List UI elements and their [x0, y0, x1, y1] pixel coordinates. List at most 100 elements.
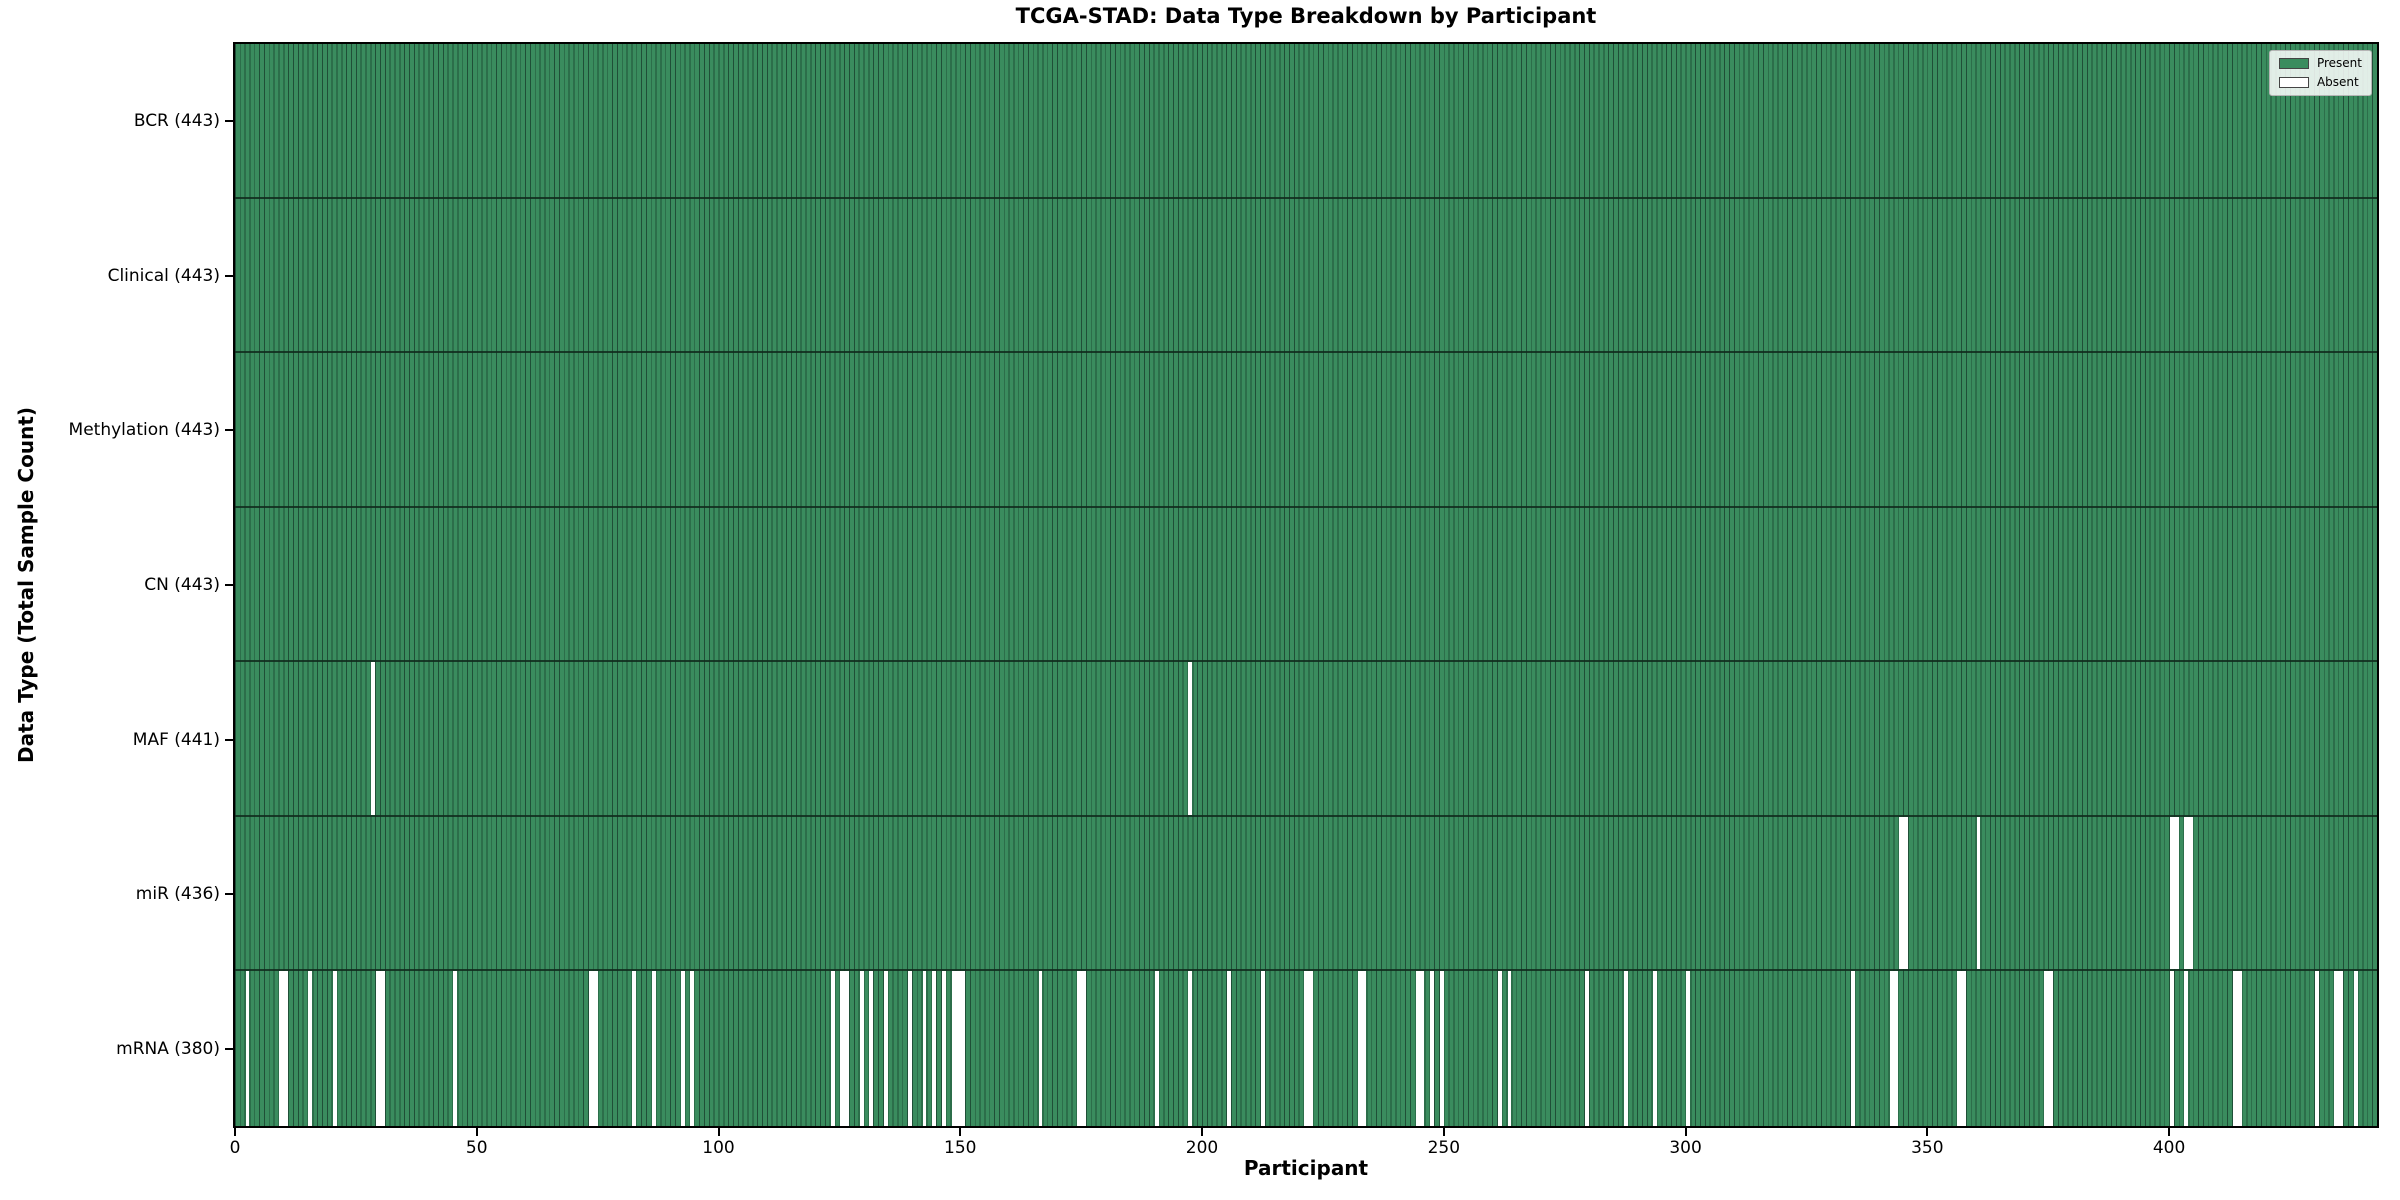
y-tick-label-clinical: Clinical (443) [107, 265, 220, 286]
absent-bar [1957, 971, 1966, 1126]
absent-bar [1439, 971, 1444, 1126]
x-tick-label-400: 400 [2152, 1138, 2186, 1158]
row-maf [235, 662, 2377, 817]
absent-bar [1188, 662, 1193, 815]
x-axis-title: Participant [1243, 1156, 1369, 1180]
x-tick-mark [1926, 1128, 1929, 1136]
x-tick-label-350: 350 [1911, 1138, 1944, 1158]
row-mrna [235, 971, 2377, 1126]
absent-bar [2353, 971, 2358, 1126]
absent-bar [2334, 971, 2344, 1126]
plot-area: Present Absent [233, 42, 2379, 1128]
absent-bar [2169, 971, 2174, 1126]
absent-bar [883, 971, 888, 1126]
y-tick-label-cn: CN (443) [144, 575, 220, 595]
legend-absent-label: Absent [2316, 75, 2359, 89]
absent-bar [332, 971, 337, 1126]
absent-bar [2232, 971, 2242, 1126]
x-tick-mark [959, 1128, 962, 1136]
row-mir [235, 816, 2377, 972]
absent-bar [1154, 971, 1159, 1126]
row-methylation [235, 353, 2377, 508]
absent-bar [2184, 816, 2194, 970]
absent-bar [651, 971, 656, 1126]
y-tick-label-bcr: BCR (443) [133, 111, 220, 132]
row-cn [235, 507, 2377, 663]
x-tick-label-250: 250 [1427, 1138, 1461, 1158]
absent-bar [922, 971, 927, 1126]
absent-bar [2315, 971, 2319, 1126]
absent-bar [869, 971, 874, 1126]
legend-entry-absent: Absent [2278, 75, 2362, 89]
absent-bar [2184, 971, 2189, 1126]
absent-bar [1889, 971, 1899, 1126]
absent-bar [1415, 971, 1425, 1126]
row-clinical [235, 198, 2377, 354]
y-tick-mark [225, 120, 233, 123]
x-tick-label-200: 200 [1185, 1138, 1219, 1158]
absent-bar [1899, 816, 1908, 970]
x-tick-label-50: 50 [465, 1138, 488, 1158]
x-tick-mark [1442, 1128, 1445, 1136]
absent-bar [1188, 971, 1193, 1126]
legend-entry-present: Present [2278, 56, 2362, 70]
absent-bar [1227, 971, 1232, 1126]
x-tick-mark [717, 1128, 720, 1136]
y-tick-mark [225, 584, 233, 586]
absent-bar [830, 971, 835, 1126]
x-tick-label-150: 150 [944, 1138, 977, 1158]
x-tick-mark [2168, 1128, 2171, 1136]
row-bcr [235, 44, 2377, 199]
x-tick-mark [234, 1128, 236, 1136]
y-tick-label-mrna: mRNA (380) [116, 1038, 220, 1059]
absent-bar [932, 971, 937, 1126]
y-tick-mark [225, 738, 233, 741]
absent-bar [840, 971, 850, 1126]
absent-bar [376, 971, 385, 1126]
absent-bar [2169, 816, 2179, 970]
y-tick-label-mir: miR (436) [135, 884, 220, 905]
y-tick-label-methylation: Methylation (443) [68, 420, 220, 441]
absent-bar [279, 971, 289, 1126]
y-tick-mark [225, 274, 233, 277]
y-tick-mark [225, 893, 233, 896]
absent-bar [1430, 971, 1435, 1126]
absent-bar [453, 971, 458, 1126]
x-tick-mark [1684, 1128, 1687, 1136]
absent-bar [951, 971, 966, 1126]
present-swatch-icon [2278, 58, 2309, 69]
absent-bar [1976, 816, 1981, 970]
absent-bar [1077, 971, 1086, 1126]
absent-bar [245, 971, 250, 1126]
absent-bar [1686, 971, 1691, 1126]
absent-bar [1652, 971, 1657, 1126]
x-tick-label-300: 300 [1669, 1138, 1702, 1158]
absent-bar [1584, 971, 1589, 1126]
absent-bar [1304, 971, 1314, 1126]
chart-title: TCGA-STAD: Data Type Breakdown by Partic… [1015, 4, 1597, 28]
y-tick-mark [225, 1047, 233, 1050]
absent-bar [1850, 971, 1855, 1126]
y-tick-label-maf: MAF (441) [132, 729, 220, 750]
absent-bar [2044, 971, 2054, 1126]
absent-bar [690, 971, 695, 1126]
absent-bar [1038, 971, 1043, 1126]
x-tick-label-0: 0 [229, 1138, 241, 1158]
x-tick-mark [1201, 1128, 1204, 1136]
absent-bar [859, 971, 864, 1126]
absent-bar [1260, 971, 1265, 1126]
absent-bar [1357, 971, 1367, 1126]
legend: Present Absent [2268, 50, 2372, 96]
y-tick-mark [225, 429, 233, 432]
x-tick-label-100: 100 [702, 1138, 735, 1158]
absent-bar [588, 971, 598, 1126]
absent-bar [371, 662, 376, 815]
legend-present-label: Present [2316, 56, 2362, 70]
absent-bar [941, 971, 946, 1126]
absent-bar [680, 971, 685, 1126]
absent-bar [1623, 971, 1628, 1126]
absent-bar [907, 971, 912, 1126]
absent-swatch-icon [2278, 77, 2309, 88]
absent-bar [1507, 971, 1512, 1126]
